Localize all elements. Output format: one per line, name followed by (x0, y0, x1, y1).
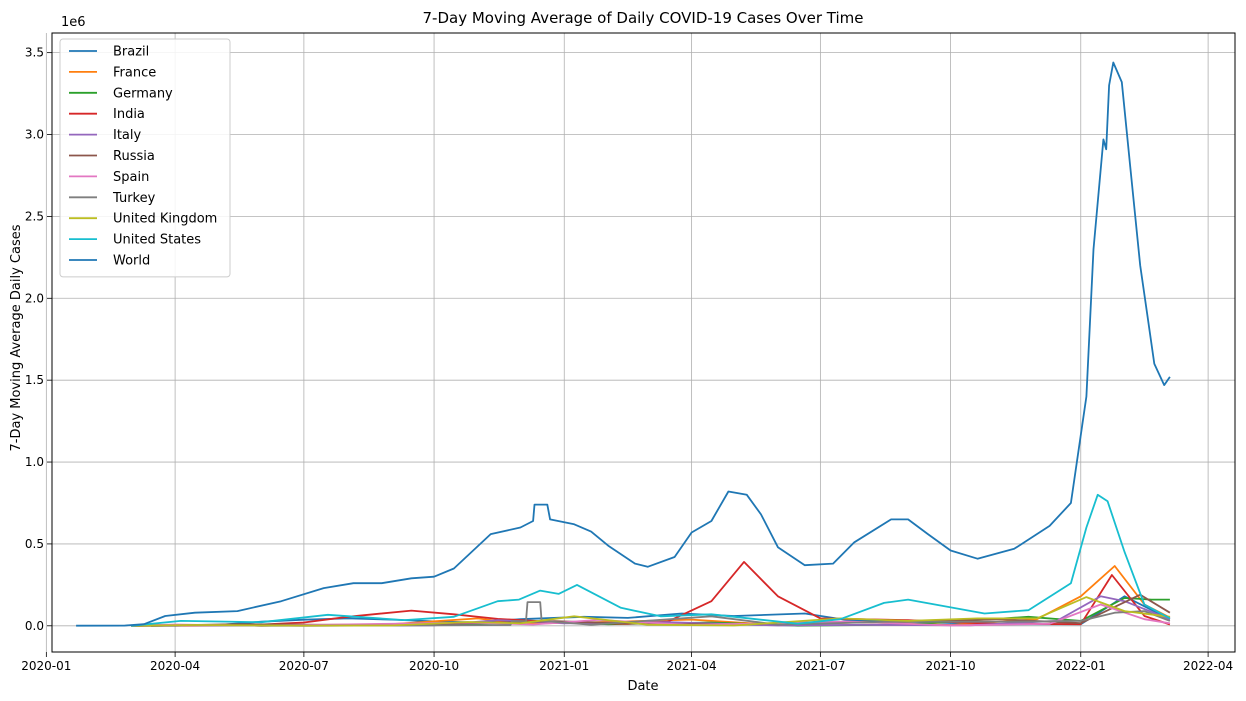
x-tick-label: 2020-01 (21, 659, 71, 673)
chart-title: 7-Day Moving Average of Daily COVID-19 C… (423, 9, 864, 27)
x-axis-label: Date (627, 679, 658, 694)
y-tick-label: 2.5 (25, 209, 44, 223)
x-tick-label: 2021-07 (795, 659, 845, 673)
y-tick-label: 3.5 (25, 46, 44, 60)
legend-label-turkey: Turkey (112, 191, 156, 206)
x-tick-label: 2020-04 (150, 659, 200, 673)
legend-label-united-kingdom: United Kingdom (113, 212, 217, 227)
legend-label-france: France (113, 65, 156, 80)
y-axis-label: 7-Day Moving Average Daily Cases (9, 224, 24, 451)
y-tick-label: 1.5 (25, 373, 44, 387)
x-tick-label: 2021-04 (667, 659, 717, 673)
legend-label-italy: Italy (113, 128, 142, 143)
legend-label-spain: Spain (113, 170, 149, 185)
y-tick-label: 0.5 (25, 537, 44, 551)
x-tick-label: 2020-07 (279, 659, 329, 673)
x-tick-label: 2021-10 (926, 659, 976, 673)
axis-ticks: 2020-01 2020-04 2020-07 2020-10 2021-01 2021-… (21, 46, 1233, 673)
series-line-united-states (131, 493, 1171, 627)
x-tick-label: 2022-01 (1056, 659, 1106, 673)
legend-label-world: World (113, 254, 150, 269)
y-tick-label: 3.0 (25, 128, 44, 142)
legend-label-germany: Germany (113, 86, 173, 101)
legend-label-united-states: United States (113, 233, 201, 248)
legend-label-india: India (113, 107, 145, 122)
x-tick-label: 2020-10 (409, 659, 459, 673)
y-tick-label: 0.0 (25, 619, 44, 633)
series-line-united-kingdom (131, 596, 1171, 627)
series-lines (76, 61, 1171, 627)
legend-box (59, 38, 231, 278)
legend-label-russia: Russia (113, 149, 155, 164)
legend: Brazil France Germany India Italy Russia Spain… (59, 38, 231, 278)
y-tick-label: 1.0 (25, 455, 44, 469)
x-tick-label: 2022-04 (1183, 659, 1233, 673)
plot-frame (51, 32, 1236, 653)
legend-label-brazil: Brazil (113, 45, 149, 60)
x-tick-label: 2021-01 (539, 659, 589, 673)
y-offset-label: 1e6 (61, 15, 86, 30)
y-tick-label: 2.0 (25, 291, 44, 305)
series-line-world (76, 61, 1171, 627)
